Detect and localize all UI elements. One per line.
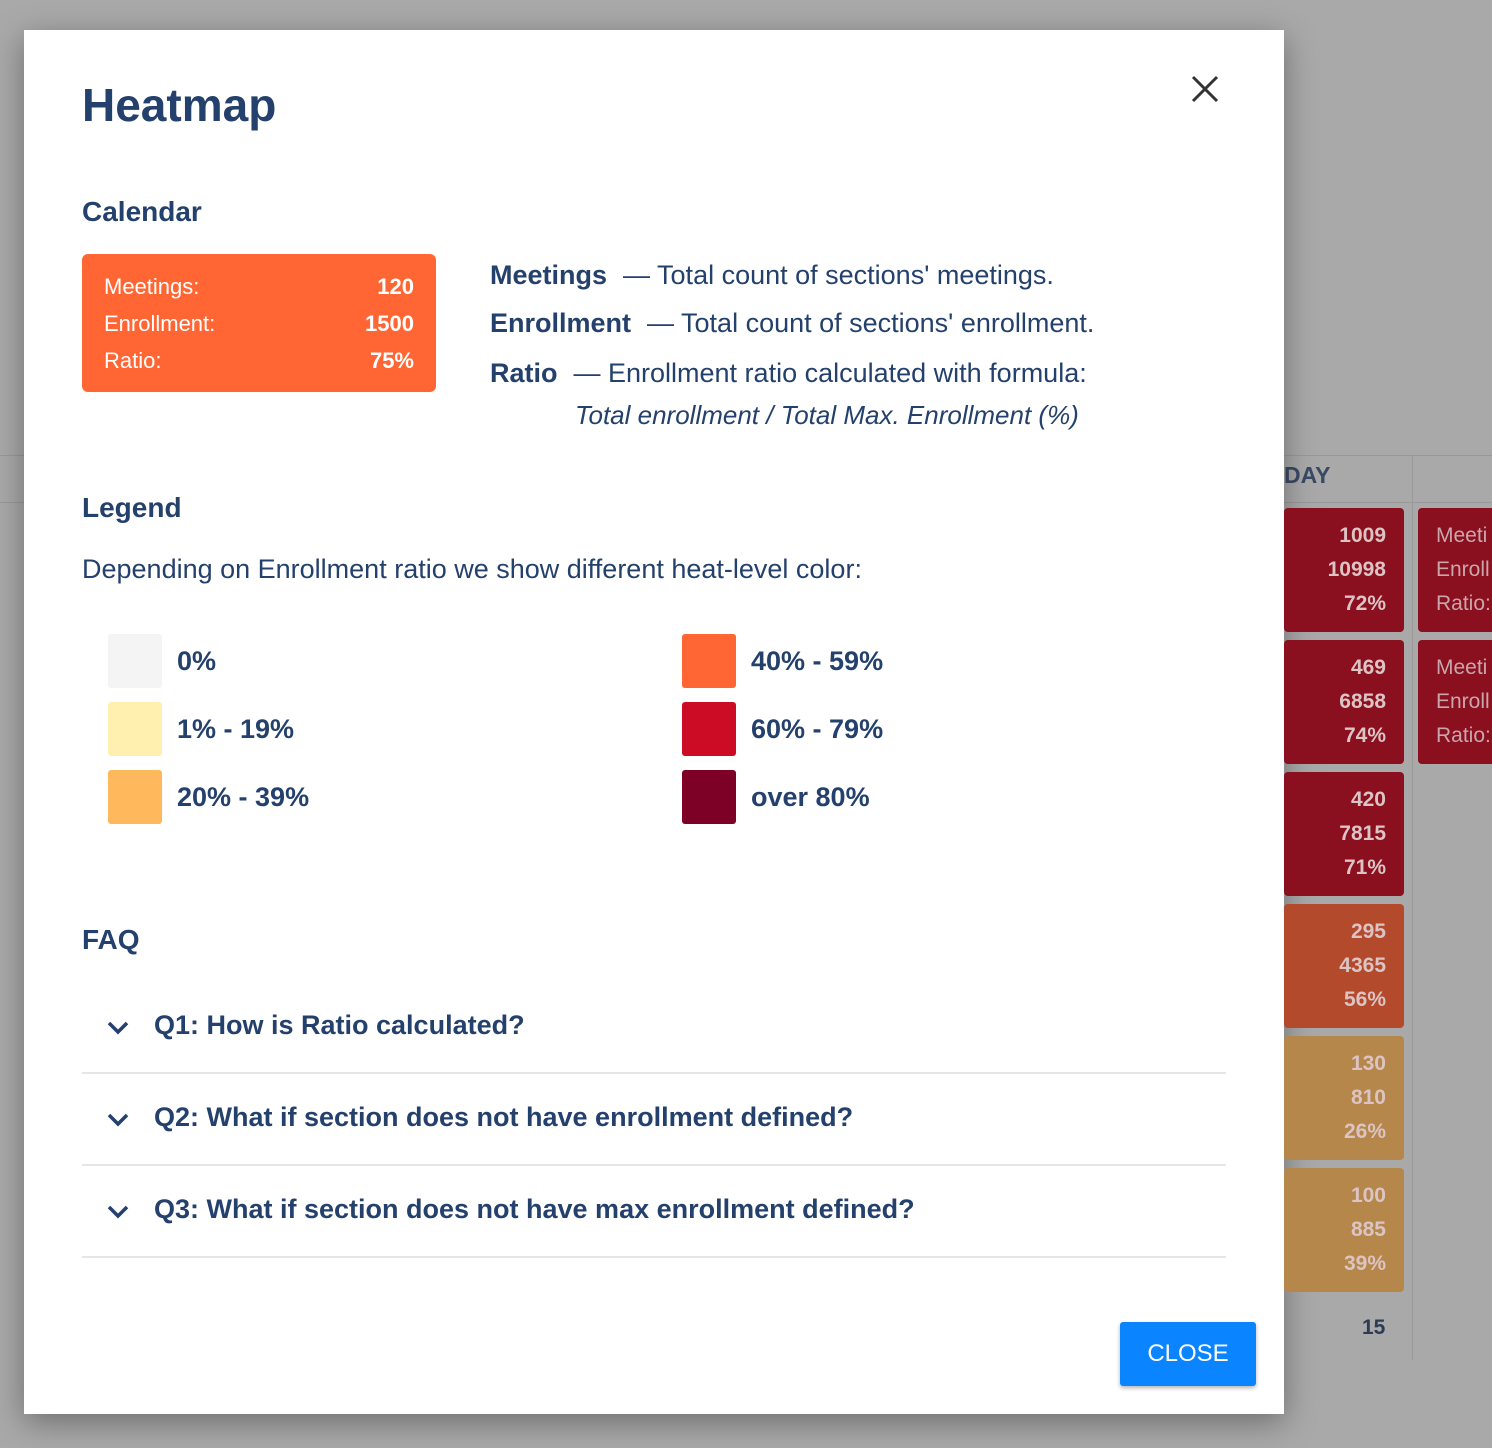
definition-text: — Total count of sections' enrollment. [647,308,1095,338]
legend-label: 1% - 19% [177,714,295,744]
cell-value: 56% [1343,988,1386,1011]
legend-label: 60% - 79% [751,714,884,744]
example-label: Meetings: [104,274,200,299]
faq-question[interactable]: Q2: What if section does not have enroll… [154,1102,854,1132]
legend-swatch [108,702,162,756]
cell-value: 39% [1343,1252,1386,1275]
cell-value: 15 [1362,1316,1386,1339]
legend-label: 0% [177,646,217,676]
example-value: 75% [369,348,414,373]
definition-term: Ratio [490,358,558,388]
cell-label: Meeti [1436,656,1488,679]
cell-label: Meeti [1436,524,1488,547]
cell-value: 74% [1343,724,1386,747]
heat-cell: 130 810 26% [1284,1036,1404,1160]
modal: Heatmap Calendar Meetings: 120 Enrollment:… [24,30,1284,1414]
cell-value: 295 [1350,920,1386,943]
section-heading: Calendar [82,196,202,227]
definition-term: Meetings [490,260,608,290]
chevron[interactable] [106,1204,130,1220]
section-heading: Legend [82,492,182,523]
cell-value: 100 [1350,1184,1386,1207]
heat-cell: 420 7815 71% [1284,772,1404,896]
faq-list: Q1: How is Ratio calculated? Q2: What if … [24,30,1284,1300]
cell-value: 469 [1350,656,1386,679]
modal-title: Heatmap [82,79,277,131]
legend-description: Depending on Enrollment ratio we show di… [82,554,862,584]
cell-value: 6858 [1339,690,1386,713]
grid-line [1412,455,1413,1360]
legend-swatch [682,634,736,688]
cell-value: 130 [1350,1052,1386,1075]
separator [82,1164,1226,1166]
example-value: 1500 [365,311,414,336]
chevron[interactable] [106,1112,130,1128]
legend-swatch [682,770,736,824]
cell-label: Enroll [1436,690,1490,713]
cell-value: 885 [1350,1218,1386,1241]
example-label: Ratio: [104,348,162,373]
cell-value: 10998 [1327,558,1386,581]
heat-cell: 1009 10998 72% [1284,508,1404,632]
cell-value: 420 [1350,788,1386,811]
section-heading: FAQ [82,924,140,955]
definition: Ratio — Enrollment ratio calculated with … [490,358,1087,389]
legend-swatch [682,702,736,756]
definition-term: Enrollment [490,308,632,338]
heat-cell: 100 885 39% [1284,1168,1404,1292]
cell-value: 7815 [1339,822,1386,845]
definition: Enrollment — Total count of sections' enr… [490,308,1094,339]
definition-text: — Enrollment ratio calculated with formu… [573,358,1087,388]
example-value: 120 [377,274,414,299]
chevron[interactable] [106,1020,130,1036]
cell-value: 1009 [1339,524,1386,547]
heat-cell: Meeti Enroll Ratio: [1418,508,1492,632]
definition: Meetings — Total count of sections' meeti… [490,260,1054,291]
close-icon[interactable] [1190,74,1220,104]
heat-cell: 469 6858 74% [1284,640,1404,764]
legend-label: 20% - 39% [177,782,310,812]
faq-question[interactable]: Q1: How is Ratio calculated? [154,1010,525,1040]
column-header: DAY [1284,462,1331,488]
cell-label: Ratio: [1436,724,1491,747]
example-label: Enrollment: [104,311,216,336]
close-button[interactable]: CLOSE [1120,1322,1256,1386]
legend-label: over 80% [751,782,870,812]
separator [82,1256,1226,1258]
cell-label: Ratio: [1436,592,1491,615]
heat-cell: Meeti Enroll Ratio: [1418,640,1492,764]
legend-label: 40% - 59% [751,646,884,676]
cell-label: Enroll [1436,558,1490,581]
cell-value: 26% [1343,1120,1386,1143]
cell-value: 4365 [1339,954,1386,977]
separator [82,1072,1226,1074]
legend-swatch [108,770,162,824]
example-card: Meetings: 120 Enrollment: 1500 Ratio: 75% [82,254,436,392]
cell-value: 810 [1350,1086,1386,1109]
definition-text: — Total count of sections' meetings. [623,260,1054,290]
faq-question[interactable]: Q3: What if section does not have max en… [154,1194,915,1224]
formula: Total enrollment / Total Max. Enrollment… [575,400,1079,430]
cell-value: 71% [1343,856,1386,879]
cell-value: 72% [1343,592,1386,615]
heat-cell: 295 4365 56% [1284,904,1404,1028]
legend-swatch [108,634,162,688]
